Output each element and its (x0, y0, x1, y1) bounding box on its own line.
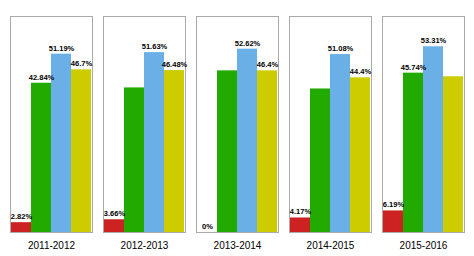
svg-text:46.4%: 46.4% (257, 60, 279, 69)
svg-text:44.4%: 44.4% (350, 67, 372, 76)
svg-text:2011-2012: 2011-2012 (28, 240, 76, 251)
svg-text:2012-2013: 2012-2013 (121, 240, 169, 251)
svg-text:45.74%: 45.74% (401, 63, 427, 72)
svg-text:2013-2014: 2013-2014 (214, 240, 262, 251)
svg-text:4.17%: 4.17% (290, 207, 312, 216)
svg-text:2.82%: 2.82% (11, 212, 33, 221)
svg-text:2014-2015: 2014-2015 (307, 240, 355, 251)
svg-text:3.66%: 3.66% (104, 209, 126, 218)
svg-text:0%: 0% (202, 222, 213, 231)
svg-text:51.63%: 51.63% (142, 42, 168, 51)
svg-text:52.62%: 52.62% (235, 39, 261, 48)
svg-text:42.84%: 42.84% (29, 73, 55, 82)
svg-text:46.48%: 46.48% (162, 60, 188, 69)
svg-text:51.19%: 51.19% (49, 44, 75, 53)
svg-text:2015-2016: 2015-2016 (400, 240, 448, 251)
svg-text:51.08%: 51.08% (328, 44, 354, 53)
svg-text:53.31%: 53.31% (421, 36, 447, 45)
svg-text:46.7%: 46.7% (71, 59, 93, 68)
svg-text:6.19%: 6.19% (383, 200, 405, 209)
